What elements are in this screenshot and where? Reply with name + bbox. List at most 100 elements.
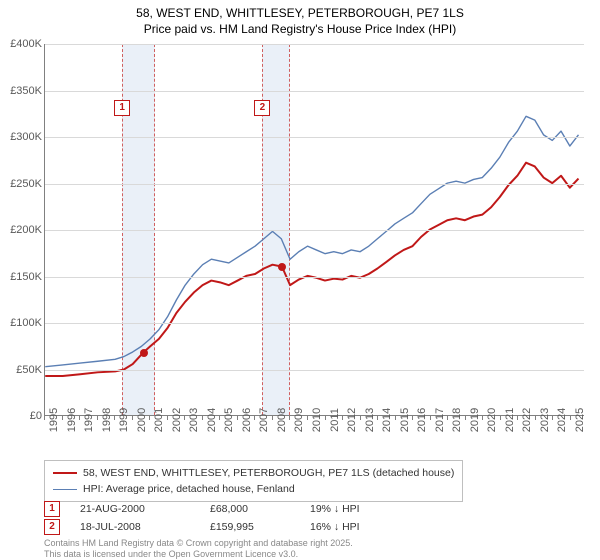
legend-label: 58, WEST END, WHITTLESEY, PETERBOROUGH, … <box>83 467 454 479</box>
x-axis-label: 2015 <box>399 408 411 432</box>
gridline <box>45 323 584 324</box>
x-tick <box>307 415 308 420</box>
chart-container: { "title": { "line1": "58, WEST END, WHI… <box>0 0 600 560</box>
event-date: 21-AUG-2000 <box>80 503 190 515</box>
title-line-2: Price paid vs. HM Land Registry's House … <box>0 22 600 38</box>
x-axis-label: 2011 <box>329 408 341 432</box>
x-axis-label: 2014 <box>381 408 393 432</box>
x-axis-label: 1999 <box>118 408 130 432</box>
x-tick <box>377 415 378 420</box>
legend-swatch <box>53 472 77 474</box>
x-tick <box>517 415 518 420</box>
x-axis-label: 1996 <box>66 408 78 432</box>
x-axis-label: 2008 <box>276 408 288 432</box>
x-axis-label: 1997 <box>83 408 95 432</box>
x-axis-label: 2001 <box>153 408 165 432</box>
y-axis-label: £300K <box>0 131 42 143</box>
x-axis-label: 2012 <box>346 408 358 432</box>
plot-area: 12 <box>44 44 584 416</box>
x-tick <box>447 415 448 420</box>
y-axis-label: £0 <box>0 410 42 422</box>
legend-label: HPI: Average price, detached house, Fenl… <box>83 483 295 495</box>
x-tick <box>570 415 571 420</box>
x-tick <box>184 415 185 420</box>
x-axis-label: 2007 <box>258 408 270 432</box>
x-axis-label: 2019 <box>469 408 481 432</box>
x-axis-label: 2010 <box>311 408 323 432</box>
series-line-price_paid <box>45 163 578 376</box>
footer-line: Contains HM Land Registry data © Crown c… <box>44 538 353 549</box>
x-tick <box>412 415 413 420</box>
x-tick <box>167 415 168 420</box>
x-axis-label: 2025 <box>574 408 586 432</box>
event-dot <box>140 349 148 357</box>
x-tick <box>132 415 133 420</box>
legend-swatch <box>53 489 77 490</box>
x-tick <box>430 415 431 420</box>
table-row: 2 18-JUL-2008 £159,995 16% ↓ HPI <box>44 518 390 536</box>
x-axis-label: 2005 <box>223 408 235 432</box>
gridline <box>45 370 584 371</box>
x-tick <box>395 415 396 420</box>
event-dot <box>278 263 286 271</box>
events-table: 1 21-AUG-2000 £68,000 19% ↓ HPI 2 18-JUL… <box>44 500 390 536</box>
x-axis-label: 2021 <box>504 408 516 432</box>
x-axis-label: 1995 <box>48 408 60 432</box>
legend-item: HPI: Average price, detached house, Fenl… <box>53 481 454 497</box>
x-axis-label: 2013 <box>364 408 376 432</box>
x-axis-label: 2018 <box>451 408 463 432</box>
event-delta: 16% ↓ HPI <box>310 521 390 533</box>
y-axis-label: £200K <box>0 224 42 236</box>
x-tick <box>289 415 290 420</box>
gridline <box>45 230 584 231</box>
event-marker-box: 2 <box>254 100 270 116</box>
footer-attribution: Contains HM Land Registry data © Crown c… <box>44 538 353 560</box>
y-axis-label: £150K <box>0 271 42 283</box>
title-line-1: 58, WEST END, WHITTLESEY, PETERBOROUGH, … <box>0 6 600 22</box>
y-axis-label: £50K <box>0 364 42 376</box>
y-axis-label: £250K <box>0 178 42 190</box>
event-date: 18-JUL-2008 <box>80 521 190 533</box>
x-axis-label: 2004 <box>206 408 218 432</box>
event-marker-box: 1 <box>114 100 130 116</box>
x-axis-label: 2020 <box>486 408 498 432</box>
gridline <box>45 277 584 278</box>
table-row: 1 21-AUG-2000 £68,000 19% ↓ HPI <box>44 500 390 518</box>
footer-line: This data is licensed under the Open Gov… <box>44 549 353 560</box>
x-axis-label: 2002 <box>171 408 183 432</box>
y-axis-label: £400K <box>0 38 42 50</box>
x-tick <box>149 415 150 420</box>
gridline <box>45 91 584 92</box>
x-tick <box>62 415 63 420</box>
gridline <box>45 137 584 138</box>
x-tick <box>219 415 220 420</box>
x-tick <box>552 415 553 420</box>
x-axis-label: 2017 <box>434 408 446 432</box>
x-axis-label: 1998 <box>101 408 113 432</box>
event-marker-icon: 1 <box>44 501 60 517</box>
event-delta: 19% ↓ HPI <box>310 503 390 515</box>
x-tick <box>202 415 203 420</box>
x-tick <box>237 415 238 420</box>
x-axis-label: 2009 <box>293 408 305 432</box>
x-tick <box>535 415 536 420</box>
x-tick <box>44 415 45 420</box>
x-axis-label: 2024 <box>556 408 568 432</box>
gridline <box>45 184 584 185</box>
event-marker-icon: 2 <box>44 519 60 535</box>
x-tick <box>465 415 466 420</box>
legend: 58, WEST END, WHITTLESEY, PETERBOROUGH, … <box>44 460 463 502</box>
x-tick <box>272 415 273 420</box>
y-axis-label: £350K <box>0 85 42 97</box>
x-axis-label: 2023 <box>539 408 551 432</box>
legend-item: 58, WEST END, WHITTLESEY, PETERBOROUGH, … <box>53 465 454 481</box>
event-price: £68,000 <box>210 503 290 515</box>
x-tick <box>97 415 98 420</box>
gridline <box>45 44 584 45</box>
series-line-hpi <box>45 116 578 366</box>
x-axis-label: 2006 <box>241 408 253 432</box>
x-axis-label: 2003 <box>188 408 200 432</box>
x-tick <box>500 415 501 420</box>
x-tick <box>482 415 483 420</box>
chart-title-block: 58, WEST END, WHITTLESEY, PETERBOROUGH, … <box>0 0 600 39</box>
